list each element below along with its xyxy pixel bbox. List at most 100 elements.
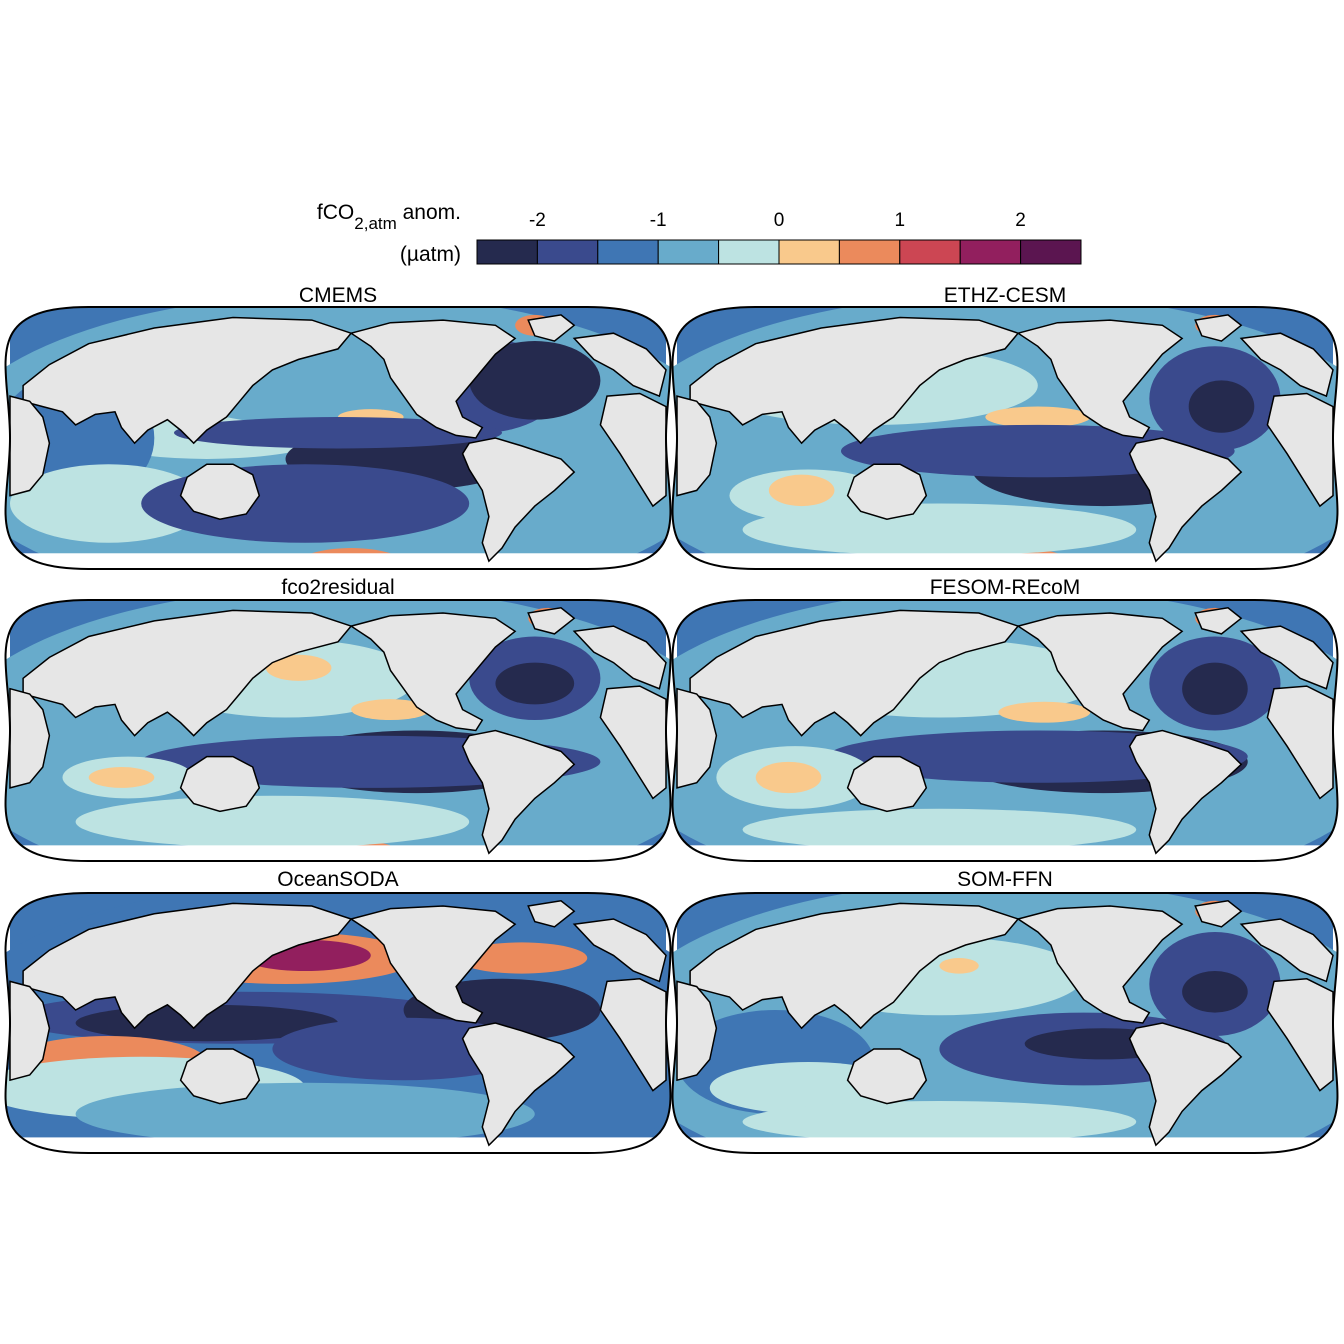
land-europe [1239, 332, 1334, 398]
land-africa_w [9, 687, 51, 789]
land-namerica [349, 612, 517, 732]
land-africa [1266, 392, 1334, 508]
anomaly-region [75, 1082, 535, 1146]
panel-title: FESOM-REcoM [930, 576, 1081, 599]
land-namerica [1016, 612, 1184, 732]
anomaly-region [469, 341, 601, 420]
land-africa [599, 685, 667, 800]
land-greenland [527, 314, 576, 342]
anomaly-region [75, 795, 470, 848]
land-samerica [1128, 437, 1243, 563]
land-asia [689, 902, 1020, 1030]
land-africa [599, 392, 667, 508]
colorbar-swatch [597, 239, 659, 265]
colorbar-swatch [657, 239, 720, 265]
anomaly-region [174, 417, 502, 449]
legend-unit: (µatm) [400, 243, 461, 266]
land-greenland [1194, 314, 1243, 342]
land-europe [1239, 625, 1334, 690]
no-data-band [10, 1137, 666, 1153]
colorbar-tick-label: 0 [774, 210, 785, 231]
land-asia [689, 609, 1020, 737]
map-field [5, 600, 671, 861]
anomaly-region [939, 958, 979, 974]
map-outline [4, 892, 672, 1154]
land-europe [572, 332, 667, 398]
panel-title: OceanSODA [277, 868, 398, 891]
land-australia [179, 463, 261, 520]
land-samerica [461, 1022, 576, 1147]
colorbar-ticks: -2 -1 0 1 2 [529, 210, 1026, 231]
map-outline [671, 892, 1339, 1154]
land-samerica [461, 437, 576, 563]
no-data-band [677, 553, 1333, 569]
map-panel: CMEMS [4, 284, 672, 570]
anomaly-region [742, 808, 1137, 851]
map-outline [4, 306, 672, 570]
land-australia [179, 755, 261, 813]
colorbar-legend: fCO2,atm anom. (µatm) -2 -1 0 1 2 [317, 201, 1082, 266]
anomaly-region [768, 474, 835, 507]
land-samerica [1128, 729, 1243, 855]
colorbar-swatch [838, 239, 901, 265]
land-samerica [1128, 1022, 1243, 1147]
colorbar-swatch [476, 239, 538, 265]
colorbar-swatch [536, 239, 599, 265]
land-asia [22, 609, 353, 737]
panel-title: CMEMS [299, 284, 377, 307]
map-panel: OceanSODA [4, 868, 672, 1154]
land-australia [846, 463, 928, 520]
land-africa [1266, 685, 1334, 800]
map-field [5, 307, 671, 569]
land-australia [846, 1048, 928, 1105]
land-namerica [349, 905, 517, 1024]
colorbar-swatch [778, 239, 840, 265]
anomaly-region [985, 406, 1091, 428]
land-africa_w [676, 687, 718, 789]
land-greenland [527, 900, 576, 928]
anomaly-region [88, 767, 155, 788]
land-europe [1239, 918, 1334, 983]
land-europe [572, 918, 667, 983]
no-data-band [10, 553, 666, 569]
map-field [672, 307, 1338, 569]
land-asia [689, 316, 1020, 445]
land-australia [846, 755, 928, 813]
land-africa [1266, 978, 1334, 1092]
map-outline [671, 599, 1339, 862]
panel-title: fco2residual [281, 576, 394, 599]
map-field [5, 893, 671, 1153]
no-data-band [677, 1137, 1333, 1153]
land-europe [572, 625, 667, 690]
land-samerica [461, 729, 576, 855]
anomaly-region [351, 699, 430, 721]
colorbar-tick-label: -1 [650, 210, 667, 231]
no-data-band [10, 845, 666, 861]
map-outline [671, 306, 1339, 570]
land-namerica [1016, 905, 1184, 1024]
panel-title: SOM-FFN [957, 868, 1053, 891]
land-asia [22, 316, 353, 445]
colorbar [476, 239, 1082, 265]
map-field [672, 893, 1338, 1153]
land-australia [179, 1048, 261, 1105]
land-greenland [1194, 607, 1243, 635]
map-outline [4, 599, 672, 862]
colorbar-tick-label: 2 [1015, 210, 1026, 231]
land-africa [599, 978, 667, 1092]
land-africa_w [676, 980, 718, 1082]
land-asia [22, 902, 353, 1030]
legend-title: fCO2,atm anom. [317, 201, 461, 233]
colorbar-tick-label: -2 [529, 210, 546, 231]
anomaly-region [1182, 971, 1248, 1013]
map-panels: CMEMS ETHZ-CESM fco2residual FESOM-REcoM Oce… [4, 284, 1339, 1154]
anomaly-region [456, 942, 588, 974]
map-panel: SOM-FFN [671, 868, 1339, 1154]
land-namerica [1016, 319, 1184, 439]
colorbar-swatch [718, 239, 780, 265]
colorbar-swatch [899, 239, 961, 265]
map-panel: FESOM-REcoM [671, 576, 1339, 862]
panel-title: ETHZ-CESM [944, 284, 1067, 307]
land-namerica [349, 319, 517, 439]
